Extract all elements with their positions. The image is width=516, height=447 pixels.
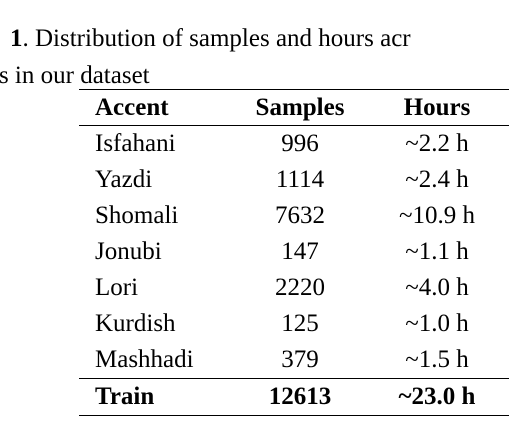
table-row: Shomali 7632 ~10.9 h [79,198,509,234]
table-row: Kurdish 125 ~1.0 h [79,306,509,342]
caption-text-1: . Distribution of samples and hours acr [22,25,411,52]
table-row: Jonubi 147 ~1.1 h [79,234,509,270]
table-row: Isfahani 996 ~2.2 h [79,126,509,163]
table-total-row: Train 12613 ~23.0 h [79,378,509,416]
cell-samples: 7632 [275,202,325,229]
table-row: Yazdi 1114 ~2.4 h [79,162,509,198]
table-caption-line-2: ts in our dataset [0,62,150,89]
cell-hours: ~1.5 h [405,346,469,373]
cell-hours: ~2.2 h [405,130,469,157]
cell-hours: ~1.0 h [405,310,469,337]
header-samples: Samples [235,89,365,126]
header-accent: Accent [79,89,235,126]
total-samples: 12613 [235,378,365,416]
cell-accent: Shomali [95,202,179,229]
cell-samples: 379 [281,346,319,373]
cell-samples: 125 [281,310,319,337]
cell-hours: ~10.9 h [398,202,476,229]
table-header-row: Accent Samples Hours [79,89,509,126]
cell-accent: Yazdi [95,166,153,193]
total-accent: Train [79,378,235,416]
total-hours: ~23.0 h [365,378,509,416]
accent-distribution-table: Accent Samples Hours Isfahani 996 ~2.2 h… [79,89,509,416]
cell-hours: ~2.4 h [405,166,469,193]
table-number: 1 [10,25,23,52]
cell-hours: ~4.0 h [405,274,469,301]
table-row: Mashhadi 379 ~1.5 h [79,342,509,379]
cell-accent: Lori [95,274,139,301]
cell-samples: 996 [281,130,319,157]
cell-samples: 147 [281,238,319,265]
table-row: Lori 2220 ~4.0 h [79,270,509,306]
table-caption-line-1: 1. Distribution of samples and hours acr [10,24,411,54]
cell-accent: Isfahani [95,130,176,157]
cell-accent: Mashhadi [95,346,194,373]
cell-accent: Kurdish [95,310,176,337]
cell-accent: Jonubi [95,238,162,265]
cell-samples: 1114 [275,166,325,193]
header-hours: Hours [365,89,509,126]
cell-hours: ~1.1 h [405,238,469,265]
table-container: Accent Samples Hours Isfahani 996 ~2.2 h… [79,89,509,416]
cell-samples: 2220 [275,274,325,301]
